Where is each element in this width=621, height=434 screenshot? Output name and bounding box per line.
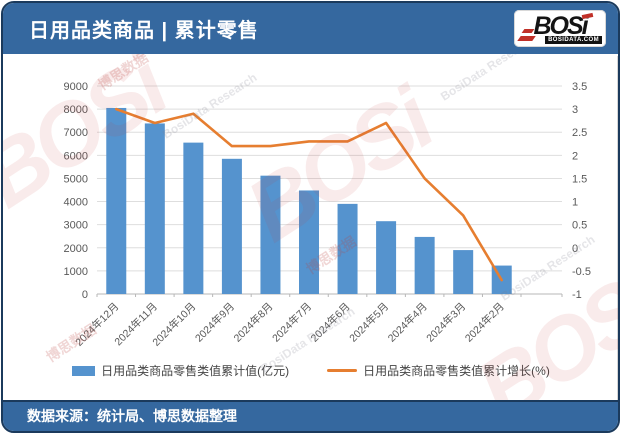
svg-text:2024年2月: 2024年2月 — [462, 300, 507, 345]
svg-text:2: 2 — [572, 150, 578, 162]
svg-text:2024年7月: 2024年7月 — [269, 300, 314, 345]
data-source-text: 数据来源：统计局、博思数据整理 — [27, 408, 237, 424]
svg-text:3: 3 — [572, 104, 578, 116]
combo-chart: 0 1000 2000 3000 4000 5000 6000 7000 8000 9000 -1 -… — [64, 81, 591, 349]
svg-text:2024年3月: 2024年3月 — [424, 300, 469, 345]
svg-text:1: 1 — [572, 197, 578, 209]
logo-domain: BOSIDATA.COM — [545, 36, 602, 44]
svg-text:-0.5: -0.5 — [572, 266, 591, 278]
page-title: 日用品类商品 | 累计零售 — [29, 20, 259, 42]
chart-legend: 日用品类商品零售类值累计值(亿元) 日用品类商品零售类值累计增长(%) — [5, 362, 617, 379]
legend-line-label: 日用品类商品零售类值累计增长(%) — [363, 364, 550, 378]
svg-text:2024年5月: 2024年5月 — [347, 300, 392, 345]
legend-item-bar: 日用品类商品零售类值累计值(亿元) — [72, 362, 289, 379]
svg-text:2000: 2000 — [64, 243, 88, 255]
svg-text:-1: -1 — [572, 289, 582, 301]
logo-wordmark: BOSi — [533, 12, 588, 40]
footer-bar: 数据来源：统计局、博思数据整理 — [3, 400, 618, 431]
svg-text:3.5: 3.5 — [572, 81, 587, 93]
svg-text:2024年4月: 2024年4月 — [385, 300, 430, 345]
svg-text:1000: 1000 — [64, 266, 88, 278]
chart-area: 0 1000 2000 3000 4000 5000 6000 7000 8000 9000 -1 -… — [5, 56, 618, 405]
svg-text:9000: 9000 — [64, 81, 88, 93]
svg-text:1.5: 1.5 — [572, 173, 587, 185]
bosi-logo: BOSi BOSIDATA.COM — [514, 10, 606, 47]
svg-text:5000: 5000 — [64, 173, 88, 185]
header-bar: 日用品类商品 | 累计零售 BOSi BOSIDATA.COM — [3, 3, 618, 54]
bar-series-swatch-icon — [72, 365, 96, 376]
legend-item-line: 日用品类商品零售类值累计增长(%) — [327, 362, 550, 379]
svg-text:4000: 4000 — [64, 197, 88, 209]
svg-text:8000: 8000 — [64, 104, 88, 116]
svg-text:2024年6月: 2024年6月 — [308, 300, 353, 345]
line-series-swatch-icon — [327, 369, 358, 372]
legend-bar-label: 日用品类商品零售类值累计值(亿元) — [101, 364, 290, 378]
svg-text:7000: 7000 — [64, 127, 88, 139]
svg-text:2024年8月: 2024年8月 — [231, 300, 276, 345]
svg-text:2.5: 2.5 — [572, 127, 587, 139]
svg-text:0: 0 — [572, 243, 578, 255]
svg-text:2024年9月: 2024年9月 — [192, 300, 237, 345]
svg-text:0.5: 0.5 — [572, 220, 587, 232]
svg-text:0: 0 — [82, 289, 88, 301]
svg-text:6000: 6000 — [64, 150, 88, 162]
svg-text:3000: 3000 — [64, 220, 88, 232]
